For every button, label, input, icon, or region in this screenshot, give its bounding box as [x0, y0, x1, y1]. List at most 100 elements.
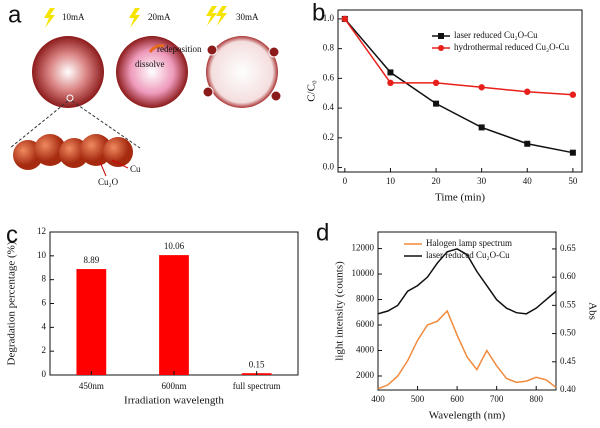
- panel-label: c: [6, 221, 18, 248]
- legend-label: Cu₂O: [98, 177, 119, 187]
- legend-label: Halogen lamp spectrum: [426, 238, 512, 248]
- series-line: [344, 18, 573, 96]
- marker: [341, 15, 349, 23]
- legend-label: hydrothermal reduced Cu₂O-Cu: [454, 42, 570, 52]
- x-axis-label: Wavelength (nm): [429, 410, 506, 422]
- y2-tick-label: 0.60: [560, 271, 576, 281]
- series-line: [377, 309, 557, 390]
- legend-marker: [438, 45, 444, 51]
- y2-tick-label: 0.40: [560, 384, 576, 394]
- x-axis-label: Irradiation wavelength: [124, 395, 224, 407]
- zoom-line: [71, 100, 141, 149]
- y-tick-label: 0.8: [323, 43, 335, 53]
- plot-frame: [337, 9, 583, 173]
- value-label: 0.15: [249, 359, 265, 369]
- annotation: dissolve: [135, 59, 165, 69]
- y-tick-label: 0.0: [323, 162, 335, 172]
- y-tick-label: 4000: [356, 345, 375, 355]
- deposit: [202, 86, 214, 98]
- y-tick-label: 0.6: [323, 72, 335, 82]
- x-tick-label: 10: [386, 176, 396, 186]
- zoom-spot: [66, 94, 74, 102]
- bolt: [129, 8, 140, 28]
- x-tick-label: 450nm: [79, 381, 104, 391]
- y-axis-label: Degradation percentage (%): [6, 241, 18, 365]
- marker: [478, 84, 485, 91]
- value-label: 10.06: [164, 241, 185, 251]
- x-tick-label: 30: [477, 176, 487, 186]
- particle: [206, 36, 278, 108]
- current-label: 10mA: [62, 12, 85, 22]
- x-axis-label: Time (min): [435, 192, 485, 204]
- panel-label: b: [312, 0, 325, 26]
- value-label: 8.89: [83, 255, 99, 265]
- bar: [76, 269, 107, 375]
- y-tick-label: 6000: [356, 319, 375, 329]
- x-tick-label: 50: [568, 176, 578, 186]
- marker: [524, 140, 531, 147]
- legend-label: laser reduced Cu₂O-Cu: [426, 250, 510, 260]
- marker: [478, 124, 485, 131]
- legend-label: laser reduced Cu₂O-Cu: [454, 30, 538, 40]
- bolt: [44, 8, 55, 28]
- y-tick-label: 6: [42, 298, 47, 308]
- y-tick-label: 8000: [356, 294, 375, 304]
- y-tick-label: 1.0: [323, 13, 335, 23]
- y-tick-label: 8: [42, 274, 47, 284]
- x-tick-label: 40: [523, 176, 533, 186]
- x-tick-label: 800: [529, 394, 543, 404]
- x-tick-label: 500: [411, 394, 425, 404]
- y-tick-label: 4: [42, 321, 47, 331]
- deposit: [206, 44, 218, 56]
- bolt: [206, 6, 227, 26]
- legend-label: Cu: [130, 164, 141, 174]
- pointer: [99, 161, 107, 177]
- marker: [432, 79, 440, 87]
- y-tick-label: 10000: [352, 268, 375, 278]
- y-tick-label: 12: [37, 226, 46, 236]
- chain: [13, 134, 133, 170]
- y-tick-label: 2000: [356, 370, 375, 380]
- y2-tick-label: 0.50: [560, 328, 576, 338]
- y2-tick-label: 0.45: [560, 356, 576, 366]
- y2-tick-label: 0.55: [560, 299, 576, 309]
- marker: [387, 79, 394, 87]
- arrow: [148, 44, 165, 53]
- panel-label: a: [8, 1, 22, 28]
- plot-frame: [377, 231, 557, 391]
- y-tick-label: 0.2: [323, 132, 334, 142]
- y-tick-label: 0.4: [323, 102, 335, 112]
- marker: [433, 100, 440, 107]
- y2-tick-label: 0.65: [560, 243, 576, 253]
- annotation: redeposition: [157, 44, 202, 54]
- marker: [524, 88, 531, 95]
- series-line: [344, 18, 574, 154]
- y-axis-label: C/C₀: [306, 80, 318, 102]
- particle: [32, 36, 104, 108]
- series-line: [377, 248, 557, 315]
- current-label: 20mA: [148, 12, 171, 22]
- y2-axis-label: Abs: [586, 302, 598, 320]
- y-tick-label: 10: [37, 250, 47, 260]
- y-tick-label: 0: [42, 369, 47, 379]
- legend-marker: [438, 33, 444, 39]
- current-label: 30mA: [236, 12, 259, 22]
- y-axis-label: light intensity (counts): [334, 261, 346, 361]
- deposit: [270, 90, 282, 102]
- diagram-a: a 10mA 20mA 30mA redeposition dissolve C…: [8, 1, 282, 187]
- deposit: [268, 46, 280, 58]
- marker: [569, 149, 576, 156]
- zoom-line: [9, 100, 69, 149]
- bar: [159, 255, 189, 375]
- pointer: [111, 159, 129, 169]
- x-tick-label: 20: [432, 176, 442, 186]
- marker: [387, 69, 394, 76]
- marker: [569, 91, 577, 98]
- y-tick-label: 12000: [352, 243, 375, 253]
- x-tick-label: 400: [371, 394, 385, 404]
- y-tick-label: 2: [42, 345, 47, 355]
- panel-label: d: [316, 219, 329, 246]
- x-tick-label: 600: [450, 394, 464, 404]
- x-tick-label: 700: [490, 394, 504, 404]
